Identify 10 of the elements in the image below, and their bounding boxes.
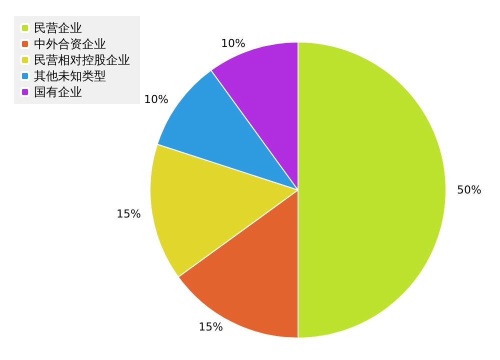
- data-label: 15%: [198, 320, 224, 334]
- legend-label: 民营企业: [34, 21, 82, 35]
- data-label: 10%: [220, 37, 246, 50]
- data-label: 15%: [116, 208, 141, 221]
- legend-label: 国有企业: [34, 85, 82, 99]
- data-label: 10%: [144, 92, 168, 106]
- legend-label: 民营相对控股企业: [34, 53, 130, 67]
- data-label: 50%: [457, 184, 482, 196]
- legend-label: 中外合资企业: [34, 37, 106, 51]
- legend-label: 其他未知类型: [34, 69, 106, 83]
